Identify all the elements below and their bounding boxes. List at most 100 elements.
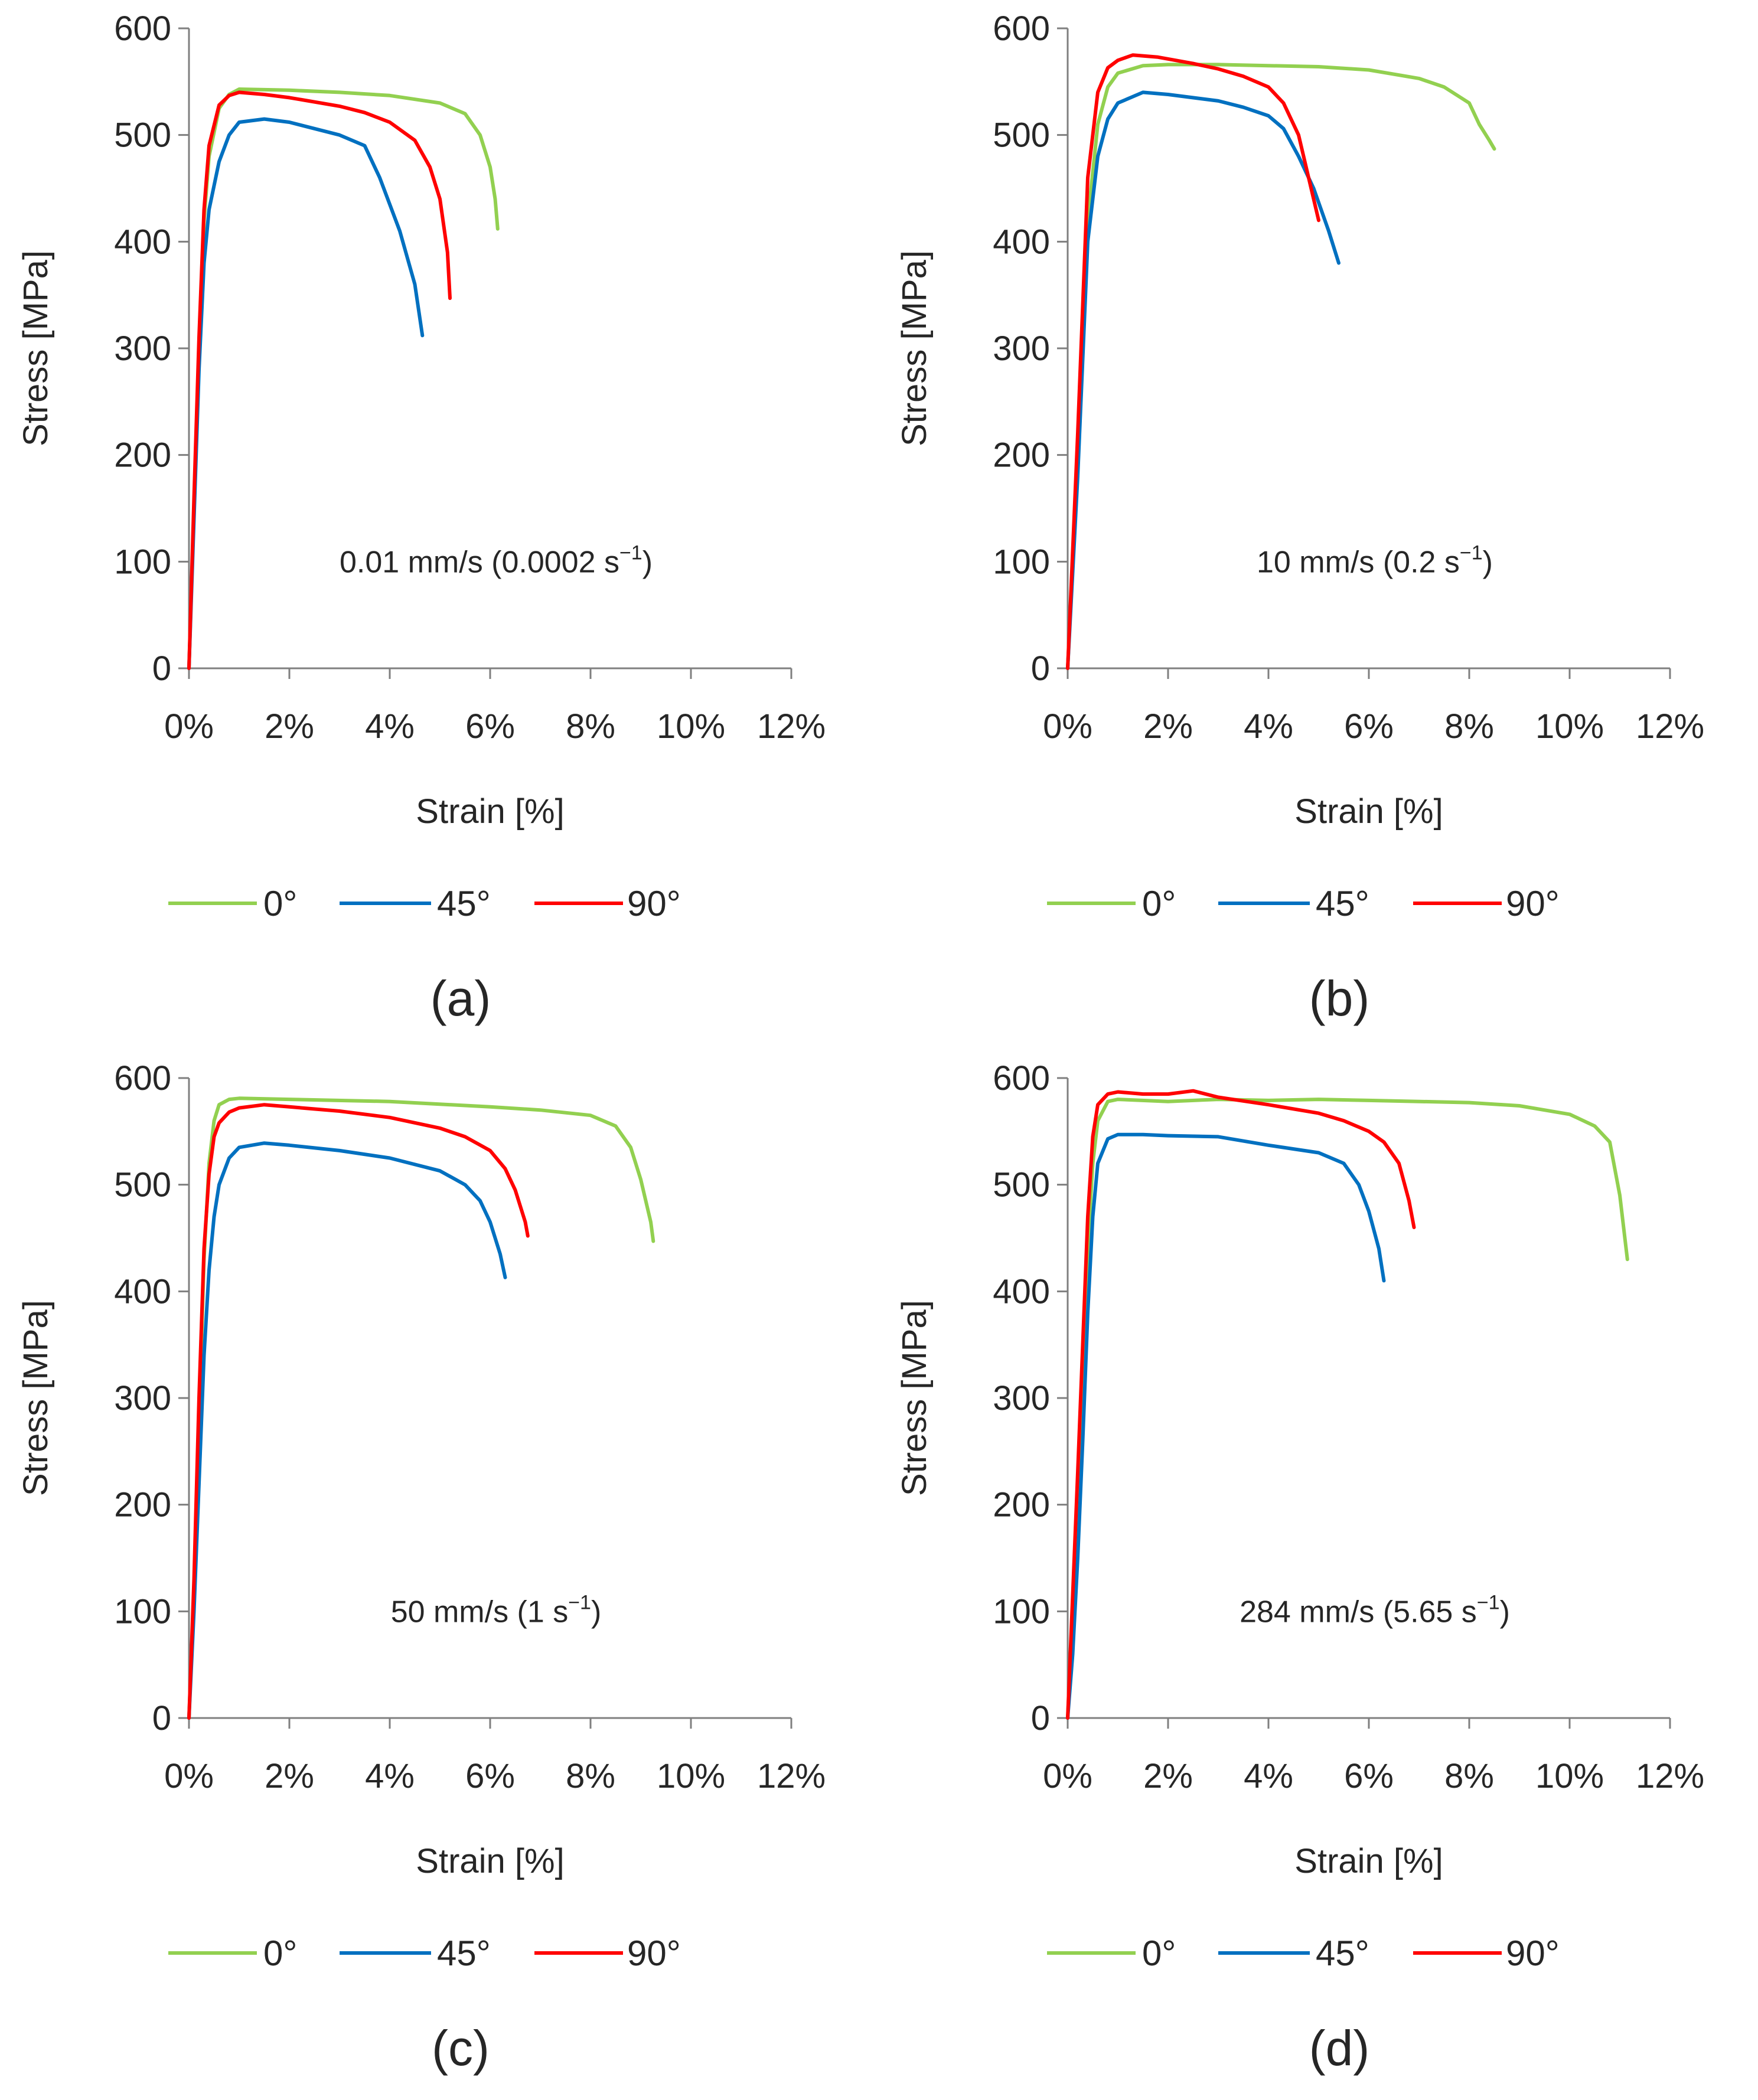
x-tick-label: 10% [657,707,725,746]
x-tick-label: 6% [1344,1757,1394,1795]
y-tick-label: 200 [114,436,171,475]
y-tick-label: 200 [993,1486,1050,1524]
y-tick-label: 0 [152,649,171,688]
x-axis-title: Strain [%] [1294,1842,1443,1880]
y-tick-label: 0 [1031,649,1050,688]
x-tick-label: 12% [757,707,826,746]
series-line-45deg [1066,1132,1386,1720]
y-tick-label: 200 [114,1486,171,1524]
x-tick-label: 0% [1043,707,1092,746]
annotation-superscript: −1 [568,1591,591,1614]
y-tick-label: 0 [1031,1699,1050,1738]
x-axis-title: Strain [%] [416,1842,564,1880]
annotation-close: ) [642,545,653,579]
y-tick-label: 100 [993,543,1050,581]
x-tick-label: 2% [265,1757,314,1795]
x-tick-label: 6% [1344,707,1394,746]
strain-rate-annotation: 10 mm/s (0.2 s−1) [1257,541,1493,579]
y-tick-label: 500 [114,116,171,155]
annotation-superscript: −1 [619,541,642,564]
x-tick-label: 10% [1535,707,1604,746]
y-tick-label: 300 [114,329,171,368]
y-axis-title: Stress [MPa] [895,250,934,446]
legend-label: 0° [263,1934,297,1973]
strain-rate-annotation: 0.01 mm/s (0.0002 s−1) [340,541,653,579]
y-tick-label: 500 [993,1166,1050,1204]
x-tick-label: 6% [465,1757,515,1795]
legend-label: 0° [1142,1934,1176,1973]
annotation-close: ) [1483,545,1493,579]
series-line-90deg [187,90,452,670]
x-tick-label: 4% [1244,1757,1293,1795]
y-tick-label: 300 [993,329,1050,368]
legend-label: 45° [437,884,491,923]
x-tick-label: 4% [365,707,415,746]
panel-label: (b) [1309,971,1370,1026]
y-tick-label: 500 [993,116,1050,155]
y-tick-label: 300 [114,1379,171,1418]
x-tick-label: 12% [1636,1757,1704,1795]
x-tick-label: 10% [657,1757,725,1795]
series-line-90deg [187,1103,530,1720]
x-tick-label: 8% [566,707,615,746]
series-line-0deg [187,87,500,670]
x-tick-label: 12% [1636,707,1704,746]
y-tick-label: 600 [114,9,171,48]
x-tick-label: 8% [1444,1757,1494,1795]
chart-panel-a: 0 100 200 300 400 500 600 0% 2% 4% 6% 8% 10% 12% Strai… [0,0,879,1050]
x-tick-label: 12% [757,1757,826,1795]
legend-label: 0° [263,884,297,923]
legend-label: 45° [1316,884,1369,923]
legend-label: 90° [627,884,681,923]
y-tick-label: 600 [993,9,1050,48]
chart-panel-b: 0 100 200 300 400 500 600 0% 2% 4% 6% 8% 10% 12% Strai… [879,0,1757,1050]
y-tick-label: 0 [152,1699,171,1738]
chart-panel-c: 0 100 200 300 400 500 600 0% 2% 4% 6% 8% 10% 12% Strai… [0,1050,879,2099]
legend-label: 90° [1506,1934,1560,1973]
annotation-text: 284 mm/s (5.65 s [1240,1595,1477,1629]
y-tick-label: 600 [993,1059,1050,1098]
x-tick-label: 0% [1043,1757,1092,1795]
legend-label: 90° [1506,884,1560,923]
x-tick-label: 2% [1143,1757,1193,1795]
annotation-close: ) [1500,1595,1510,1629]
x-tick-label: 10% [1535,1757,1604,1795]
x-tick-label: 0% [164,707,214,746]
y-tick-label: 400 [993,223,1050,261]
series-line-45deg [187,117,425,670]
panel-label: (c) [432,2020,490,2076]
legend-label: 45° [437,1934,491,1973]
series-line-0deg [1066,1098,1629,1720]
series-line-45deg [187,1141,507,1720]
y-tick-label: 400 [114,1272,171,1311]
y-tick-label: 100 [114,543,171,581]
y-axis-title: Stress [MPa] [17,1300,55,1496]
legend-label: 45° [1316,1934,1369,1973]
annotation-text: 50 mm/s (1 s [391,1595,569,1629]
strain-rate-annotation: 284 mm/s (5.65 s−1) [1240,1591,1510,1629]
y-tick-label: 400 [114,223,171,261]
chart-b: 0 100 200 300 400 500 600 0% 2% 4% 6% 8% 10% 12% Strai… [895,9,1704,1026]
panel-label: (d) [1309,2020,1370,2076]
y-axis-title: Stress [MPa] [895,1300,934,1496]
y-tick-label: 100 [114,1592,171,1631]
y-tick-label: 300 [993,1379,1050,1418]
x-axis-title: Strain [%] [1294,792,1443,831]
legend-label: 0° [1142,884,1176,923]
x-tick-label: 0% [164,1757,214,1795]
y-tick-label: 200 [993,436,1050,475]
annotation-superscript: −1 [1477,1591,1500,1614]
strain-rate-annotation: 50 mm/s (1 s−1) [391,1591,602,1629]
x-tick-label: 8% [566,1757,615,1795]
y-tick-label: 400 [993,1272,1050,1311]
x-tick-label: 4% [365,1757,415,1795]
y-axis-title: Stress [MPa] [17,250,55,446]
x-tick-label: 2% [1143,707,1193,746]
x-tick-label: 6% [465,707,515,746]
x-tick-label: 8% [1444,707,1494,746]
series-line-90deg [1066,1089,1416,1720]
y-tick-label: 500 [114,1166,171,1204]
series-line-45deg [1066,90,1340,670]
chart-c: 0 100 200 300 400 500 600 0% 2% 4% 6% 8% 10% 12% Strai… [17,1059,826,2076]
annotation-close: ) [591,1595,601,1629]
